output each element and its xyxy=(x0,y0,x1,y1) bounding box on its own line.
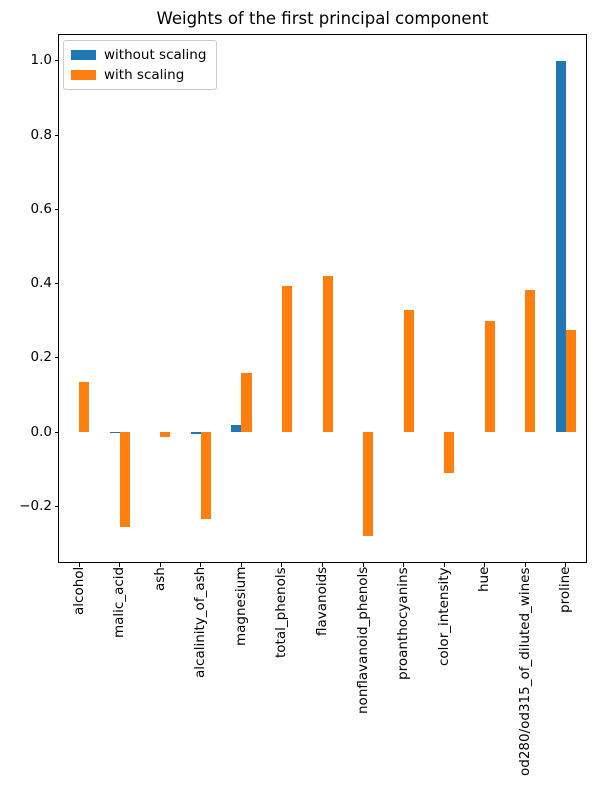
x-tick-label-proline: proline xyxy=(557,566,574,613)
bar-without-scaling-alcalinity-of-ash xyxy=(190,432,201,434)
x-tick-label-alcalinity-of-ash: alcalinity_of_ash xyxy=(192,566,209,678)
bar-without-scaling-magnesium xyxy=(231,425,242,433)
x-tick-mark xyxy=(119,562,121,567)
x-tick-mark xyxy=(524,562,526,567)
y-tick-label-0.2: 0.2 xyxy=(30,349,52,366)
chart-title: Weights of the first principal component xyxy=(156,9,489,28)
y-tick-mark xyxy=(54,208,59,210)
bar-with-scaling-flavanoids xyxy=(322,276,333,433)
bar-with-scaling-nonflavanoid-phenols xyxy=(363,432,374,536)
legend-item-without-scaling: without scaling xyxy=(71,45,206,65)
x-tick-mark xyxy=(484,562,486,567)
x-tick-label-total-phenols: total_phenols xyxy=(273,567,290,658)
legend-swatch-without-scaling xyxy=(71,49,96,61)
bar-with-scaling-ash xyxy=(160,432,171,437)
bar-with-scaling-hue xyxy=(484,320,495,433)
y-tick-label-0.4: 0.4 xyxy=(30,275,52,292)
bar-without-scaling-proline xyxy=(555,60,566,433)
x-tick-mark xyxy=(362,562,364,567)
bar-with-scaling-od280-od315-of-diluted-wines xyxy=(525,289,536,433)
bar-with-scaling-magnesium xyxy=(241,372,252,433)
legend-label-with-scaling: with scaling xyxy=(104,66,185,83)
y-tick-label--0.2: −0.2 xyxy=(19,497,52,514)
bar-with-scaling-proanthocyanins xyxy=(403,309,414,433)
x-tick-mark xyxy=(159,562,161,567)
x-tick-label-flavanoids: flavanoids xyxy=(314,566,330,636)
bar-with-scaling-malic-acid xyxy=(119,432,130,527)
x-tick-label-ash: ash xyxy=(151,567,168,591)
y-tick-mark xyxy=(54,505,59,507)
x-tick-mark xyxy=(322,562,323,567)
x-tick-label-od280-od315-of-diluted-wines: od280/od315_of_diluted_wines xyxy=(516,567,533,777)
legend-label-without-scaling: without scaling xyxy=(104,46,207,63)
x-tick-label-nonflavanoid-phenols: nonflavanoid_phenols xyxy=(354,566,371,714)
x-tick-mark xyxy=(443,562,445,567)
x-tick-mark xyxy=(565,562,567,567)
x-tick-mark xyxy=(200,562,202,567)
bar-without-scaling-malic-acid xyxy=(109,432,120,434)
x-tick-label-magnesium: magnesium xyxy=(232,566,249,646)
legend-item-with-scaling: with scaling xyxy=(71,65,206,85)
bar-with-scaling-total-phenols xyxy=(281,285,293,433)
x-tick-mark xyxy=(78,562,80,567)
y-tick-label-0.8: 0.8 xyxy=(30,126,52,143)
x-tick-label-hue: hue xyxy=(476,566,493,592)
x-tick-mark xyxy=(240,562,242,567)
x-tick-label-proanthocyanins: proanthocyanins xyxy=(395,567,412,680)
x-tick-mark xyxy=(281,562,283,567)
bar-with-scaling-color-intensity xyxy=(444,432,455,473)
legend-swatch-with-scaling xyxy=(71,69,96,81)
bar-with-scaling-proline xyxy=(565,330,576,433)
legend: without scaling with scaling xyxy=(63,40,218,90)
y-tick-label-1: 1.0 xyxy=(30,52,52,69)
x-tick-mark xyxy=(403,562,405,567)
x-tick-label-malic-acid: malic_acid xyxy=(111,566,128,638)
x-tick-label-color-intensity: color_intensity xyxy=(435,567,452,666)
y-tick-mark xyxy=(54,283,59,285)
y-tick-mark xyxy=(54,134,59,136)
x-tick-label-alcohol: alcohol xyxy=(70,566,87,615)
bar-with-scaling-alcalinity-of-ash xyxy=(200,432,211,520)
y-tick-mark xyxy=(54,60,59,62)
bar-with-scaling-alcohol xyxy=(79,382,90,433)
y-tick-label-0: 0.0 xyxy=(30,423,52,440)
y-tick-mark xyxy=(54,431,59,433)
y-tick-label-0.6: 0.6 xyxy=(30,200,52,217)
y-tick-mark xyxy=(54,357,59,359)
